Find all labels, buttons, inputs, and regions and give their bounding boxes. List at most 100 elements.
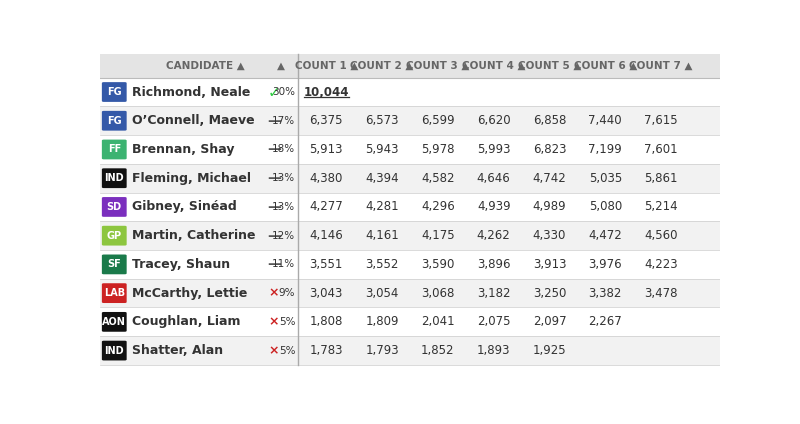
Text: 4,277: 4,277 xyxy=(310,201,343,213)
Text: 4,742: 4,742 xyxy=(533,172,566,185)
Text: 7,601: 7,601 xyxy=(644,143,678,156)
Text: COUNT 2 ▲: COUNT 2 ▲ xyxy=(350,61,414,71)
Text: ×: × xyxy=(269,287,279,300)
FancyBboxPatch shape xyxy=(102,139,126,159)
Text: 2,267: 2,267 xyxy=(589,315,622,328)
FancyBboxPatch shape xyxy=(102,312,126,332)
Text: 2,041: 2,041 xyxy=(421,315,454,328)
Text: —: — xyxy=(267,142,281,156)
Text: 3,068: 3,068 xyxy=(422,287,454,300)
Text: 18%: 18% xyxy=(272,145,295,154)
Text: 1,852: 1,852 xyxy=(421,344,454,357)
FancyBboxPatch shape xyxy=(102,283,126,303)
Text: 4,296: 4,296 xyxy=(421,201,454,213)
Text: FG: FG xyxy=(107,116,122,126)
Text: 11%: 11% xyxy=(272,259,295,269)
Text: 1,793: 1,793 xyxy=(366,344,399,357)
Text: 7,199: 7,199 xyxy=(589,143,622,156)
Text: 1,783: 1,783 xyxy=(310,344,343,357)
Text: 1,808: 1,808 xyxy=(310,315,343,328)
Text: FF: FF xyxy=(108,145,121,154)
Text: ×: × xyxy=(269,315,279,328)
Text: 6,375: 6,375 xyxy=(310,114,343,127)
Text: 5,035: 5,035 xyxy=(589,172,622,185)
Text: 1,809: 1,809 xyxy=(366,315,399,328)
Text: 3,043: 3,043 xyxy=(310,287,343,300)
Text: 4,262: 4,262 xyxy=(477,229,510,242)
Text: IND: IND xyxy=(105,346,124,356)
Text: 3,976: 3,976 xyxy=(589,258,622,271)
Text: ▲: ▲ xyxy=(278,61,286,71)
Text: —: — xyxy=(267,200,281,214)
Text: 3,590: 3,590 xyxy=(422,258,454,271)
Text: 5,861: 5,861 xyxy=(644,172,678,185)
FancyBboxPatch shape xyxy=(102,226,126,245)
Text: 5%: 5% xyxy=(279,317,295,327)
Text: 13%: 13% xyxy=(272,202,295,212)
Text: SD: SD xyxy=(106,202,122,212)
Text: COUNT 6 ▲: COUNT 6 ▲ xyxy=(574,61,637,71)
Text: 5,214: 5,214 xyxy=(644,201,678,213)
Text: SF: SF xyxy=(107,259,121,269)
Text: —: — xyxy=(267,229,281,243)
Text: 10,044: 10,044 xyxy=(303,86,349,98)
Text: 4,146: 4,146 xyxy=(310,229,343,242)
Text: 4,380: 4,380 xyxy=(310,172,343,185)
Text: ✓: ✓ xyxy=(267,84,280,100)
Text: FG: FG xyxy=(107,87,122,97)
FancyBboxPatch shape xyxy=(102,254,126,274)
Text: 3,054: 3,054 xyxy=(366,287,398,300)
Text: 6,599: 6,599 xyxy=(421,114,454,127)
Text: 4,560: 4,560 xyxy=(644,229,678,242)
Text: 6,823: 6,823 xyxy=(533,143,566,156)
Text: 7,440: 7,440 xyxy=(589,114,622,127)
Text: 30%: 30% xyxy=(272,87,295,97)
Text: Shatter, Alan: Shatter, Alan xyxy=(132,344,222,357)
Text: COUNT 1 ▲: COUNT 1 ▲ xyxy=(294,61,358,71)
Text: 5,943: 5,943 xyxy=(366,143,399,156)
Text: 1,925: 1,925 xyxy=(533,344,566,357)
Text: Richmond, Neale: Richmond, Neale xyxy=(132,86,250,98)
Text: 3,250: 3,250 xyxy=(533,287,566,300)
FancyBboxPatch shape xyxy=(102,168,126,188)
Text: 6,858: 6,858 xyxy=(533,114,566,127)
Text: —: — xyxy=(267,257,281,271)
Text: 3,551: 3,551 xyxy=(310,258,343,271)
Text: 5,913: 5,913 xyxy=(310,143,343,156)
Text: 4,161: 4,161 xyxy=(366,229,399,242)
Text: 13%: 13% xyxy=(272,173,295,183)
Text: 3,182: 3,182 xyxy=(477,287,510,300)
Text: 7,615: 7,615 xyxy=(644,114,678,127)
Text: 4,472: 4,472 xyxy=(589,229,622,242)
Text: LAB: LAB xyxy=(104,288,125,298)
Text: COUNT 7 ▲: COUNT 7 ▲ xyxy=(630,61,693,71)
Text: 4,394: 4,394 xyxy=(366,172,399,185)
Text: 4,989: 4,989 xyxy=(533,201,566,213)
Text: 2,075: 2,075 xyxy=(477,315,510,328)
Text: 4,646: 4,646 xyxy=(477,172,510,185)
Text: 4,939: 4,939 xyxy=(477,201,510,213)
Text: ×: × xyxy=(269,344,279,357)
Text: 5,080: 5,080 xyxy=(589,201,622,213)
Text: 3,552: 3,552 xyxy=(366,258,398,271)
Text: 4,223: 4,223 xyxy=(644,258,678,271)
Text: —: — xyxy=(267,114,281,128)
FancyBboxPatch shape xyxy=(100,336,720,365)
FancyBboxPatch shape xyxy=(100,164,720,192)
FancyBboxPatch shape xyxy=(102,341,126,360)
Text: 5,978: 5,978 xyxy=(421,143,454,156)
Text: O’Connell, Maeve: O’Connell, Maeve xyxy=(132,114,254,127)
Text: IND: IND xyxy=(105,173,124,183)
Text: 5,993: 5,993 xyxy=(477,143,510,156)
Text: 6,620: 6,620 xyxy=(477,114,510,127)
Text: 17%: 17% xyxy=(272,116,295,126)
Text: 9%: 9% xyxy=(279,288,295,298)
FancyBboxPatch shape xyxy=(100,106,720,135)
Text: COUNT 4 ▲: COUNT 4 ▲ xyxy=(462,61,526,71)
Text: Coughlan, Liam: Coughlan, Liam xyxy=(132,315,240,328)
Text: 4,582: 4,582 xyxy=(421,172,454,185)
FancyBboxPatch shape xyxy=(100,279,720,307)
Text: COUNT 3 ▲: COUNT 3 ▲ xyxy=(406,61,470,71)
Text: Brennan, Shay: Brennan, Shay xyxy=(132,143,234,156)
Text: 4,330: 4,330 xyxy=(533,229,566,242)
